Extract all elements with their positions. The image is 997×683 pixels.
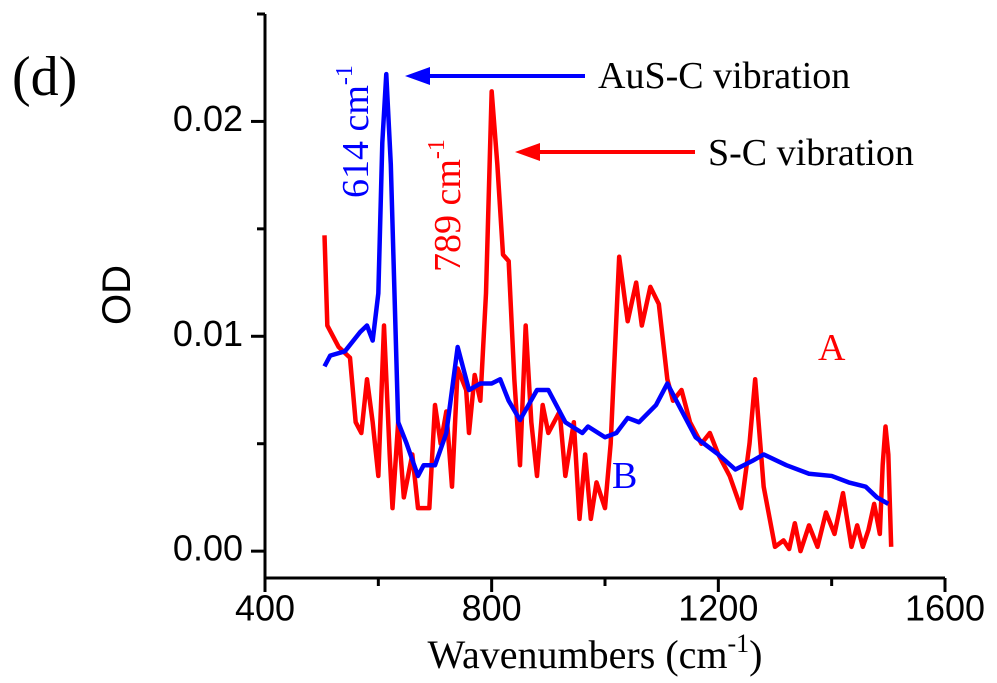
peak-label-a: 789 cm-1 [424,139,469,272]
x-axis-label: Wavenumbers (cm-1) [428,629,763,677]
x-tick-label: 1600 [905,588,985,629]
peak-sup: -1 [332,65,358,85]
peak-label-b: 614 cm-1 [332,65,377,198]
x-axis-label-text: Wavenumbers (cm [428,632,728,677]
peak-sup: -1 [424,139,450,159]
x-axis-label-end: ) [749,632,762,677]
panel-label: (d) [12,46,77,108]
x-tick-label: 800 [462,588,522,629]
annotation-a: S-C vibration [708,132,914,174]
peak-text: 789 cm [427,159,469,272]
x-axis-label-sup: -1 [728,629,750,658]
y-axis-label: OD [95,265,139,325]
y-tick-label: 0.02 [173,98,243,139]
arrowhead-b [405,67,430,85]
curve-label-b: B [612,455,637,497]
x-tick-label: 400 [235,588,295,629]
arrowhead-a [515,143,540,161]
annotation-b: AuS-C vibration [598,55,850,97]
y-tick-label: 0.01 [173,313,243,354]
series-line [322,71,890,506]
y-tick-label: 0.00 [173,528,243,569]
x-tick-label: 1200 [678,588,758,629]
peak-text: 614 cm [335,85,377,198]
curve-label-a: A [818,327,846,369]
plot-area [322,71,894,554]
